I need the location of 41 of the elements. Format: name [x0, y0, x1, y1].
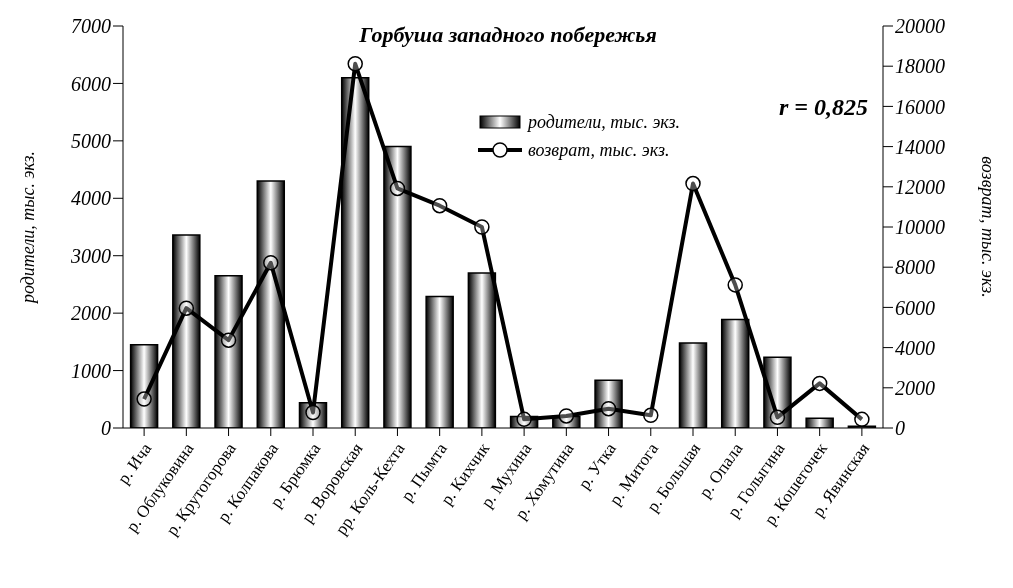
- y2-tick-label: 0: [895, 417, 905, 440]
- point: [220, 332, 237, 348]
- y2-tick-label: 14000: [895, 135, 945, 158]
- y-tick-label: 6000: [71, 72, 111, 95]
- y-tick-label: 4000: [71, 187, 111, 210]
- y2-tick-label: 16000: [895, 95, 945, 118]
- y2-tick-label: 6000: [895, 296, 935, 319]
- y2-tick-label: 4000: [895, 336, 935, 359]
- point: [136, 391, 152, 407]
- point: [347, 56, 363, 72]
- point: [769, 409, 786, 426]
- point: [558, 408, 575, 424]
- y-tick-label: 5000: [71, 129, 111, 152]
- point: [431, 197, 448, 214]
- point: [811, 375, 828, 392]
- y2-tick-label: 8000: [895, 256, 935, 279]
- legend-label: родители, тыс. экз.: [528, 111, 681, 134]
- y-tick-label: 3000: [70, 244, 111, 267]
- point: [516, 411, 532, 428]
- y2-tick-label: 20000: [895, 15, 945, 38]
- point: [263, 255, 279, 271]
- point: [474, 219, 490, 235]
- y2-axis-title: возврат, тыс. экз.: [977, 156, 998, 298]
- point: [685, 175, 701, 192]
- y-tick-label: 1000: [71, 359, 111, 382]
- y2-tick-label: 18000: [895, 55, 945, 78]
- point: [178, 300, 195, 316]
- point: [643, 407, 659, 424]
- chart-title: Горбуша западного побережья: [359, 22, 657, 47]
- y2-tick-label: 12000: [895, 175, 945, 198]
- y-tick-label: 2000: [71, 302, 111, 325]
- y-tick-label: 0: [101, 417, 111, 440]
- y2-tick-label: 2000: [895, 376, 935, 399]
- point: [854, 411, 870, 428]
- annotation: r = 0,825: [778, 94, 868, 121]
- y2-tick-label: 10000: [895, 216, 945, 239]
- legend-label: возврат, тыс. экз.: [528, 139, 670, 162]
- y-tick-label: 7000: [71, 15, 111, 38]
- point: [389, 180, 406, 197]
- point: [727, 277, 743, 293]
- y-axis-title: родители, тыс. экз.: [18, 150, 39, 306]
